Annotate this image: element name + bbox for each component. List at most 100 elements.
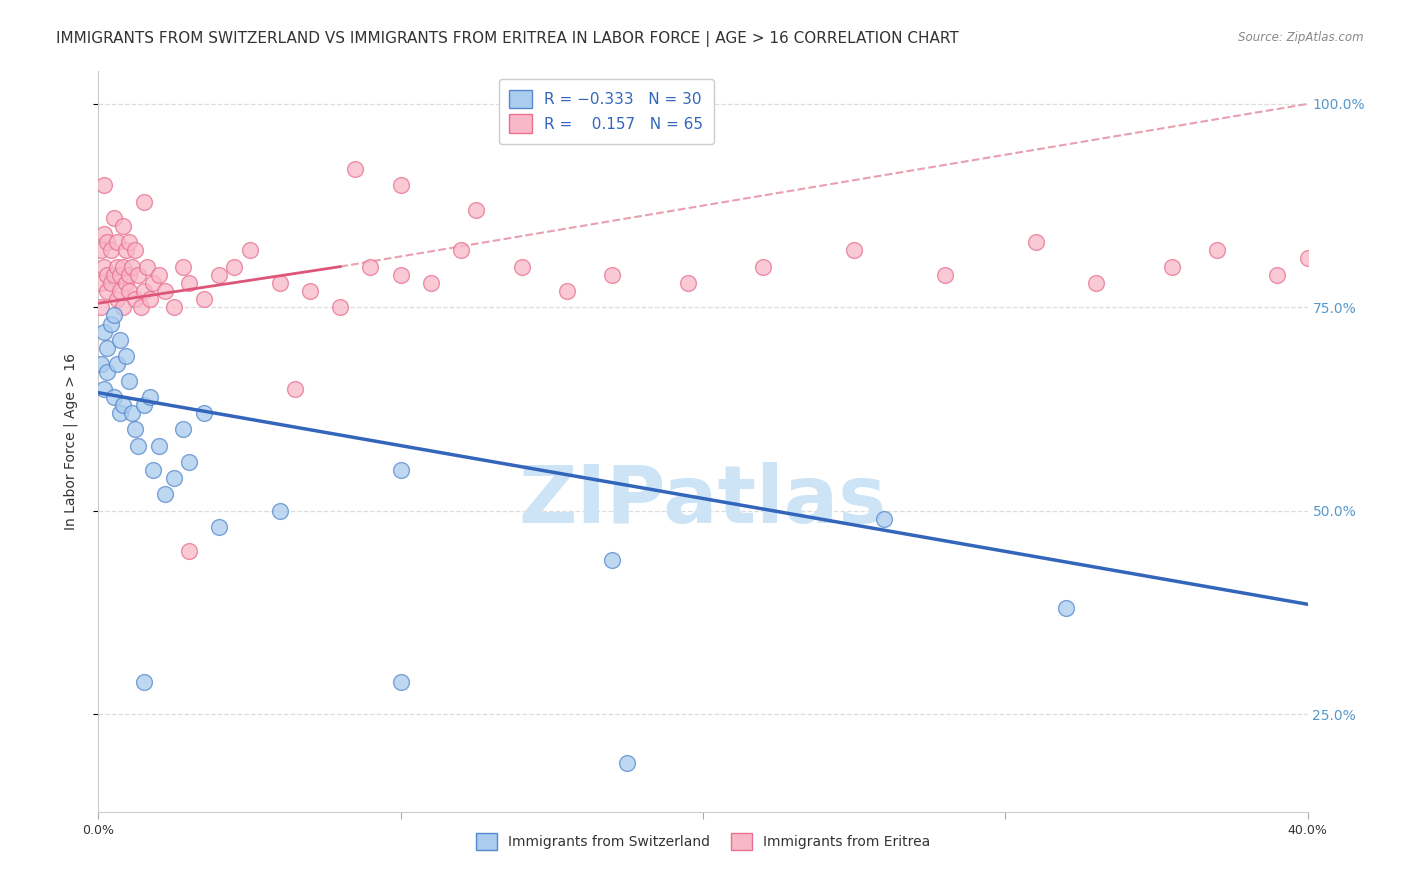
Point [96, 341, 118, 355]
Point [100, 317, 122, 331]
Point [111, 260, 134, 274]
Point [111, 301, 134, 315]
Point [142, 276, 165, 290]
Point [284, 382, 307, 396]
Point [90, 244, 112, 258]
Point [1296, 252, 1319, 266]
Point [602, 268, 624, 282]
Point [360, 260, 382, 274]
Point [153, 487, 176, 501]
Point [172, 260, 194, 274]
Point [193, 292, 215, 306]
Point [172, 422, 194, 436]
Point [148, 268, 170, 282]
Point [103, 211, 125, 225]
Point [132, 674, 155, 689]
Point [269, 276, 291, 290]
Point [114, 349, 136, 363]
Point [420, 276, 443, 290]
Text: IMMIGRANTS FROM SWITZERLAND VS IMMIGRANTS FROM ERITREA IN LABOR FORCE | AGE > 16: IMMIGRANTS FROM SWITZERLAND VS IMMIGRANT… [56, 31, 959, 47]
Point [844, 244, 866, 258]
Point [96, 268, 118, 282]
Point [105, 292, 128, 306]
Point [389, 178, 412, 193]
Point [90, 301, 112, 315]
Point [105, 260, 128, 274]
Point [1267, 268, 1289, 282]
Point [224, 260, 246, 274]
Point [135, 260, 157, 274]
Point [108, 333, 131, 347]
Point [179, 276, 201, 290]
Point [96, 284, 118, 298]
Point [329, 301, 352, 315]
Point [100, 276, 122, 290]
Point [1206, 244, 1229, 258]
Point [121, 260, 143, 274]
Point [108, 284, 131, 298]
Point [142, 463, 165, 477]
Point [93, 325, 115, 339]
Point [555, 284, 578, 298]
Point [108, 268, 131, 282]
Point [208, 520, 231, 534]
Point [193, 406, 215, 420]
Point [118, 235, 141, 250]
Point [389, 268, 412, 282]
Point [103, 268, 125, 282]
Point [465, 202, 488, 217]
Point [1054, 601, 1077, 615]
Point [93, 382, 115, 396]
Point [111, 219, 134, 233]
Point [108, 406, 131, 420]
Point [139, 390, 162, 404]
Point [100, 244, 122, 258]
Point [129, 301, 152, 315]
Point [1024, 235, 1046, 250]
Point [127, 439, 149, 453]
Point [389, 674, 412, 689]
Point [118, 284, 141, 298]
Point [239, 244, 262, 258]
Point [105, 357, 128, 371]
Point [105, 235, 128, 250]
Point [389, 463, 412, 477]
Legend: Immigrants from Switzerland, Immigrants from Eritrea: Immigrants from Switzerland, Immigrants … [470, 826, 936, 856]
Point [114, 244, 136, 258]
Point [90, 276, 112, 290]
Point [269, 504, 291, 518]
Point [299, 284, 322, 298]
Point [96, 365, 118, 379]
Point [179, 455, 201, 469]
Point [93, 178, 115, 193]
Point [118, 374, 141, 388]
Point [1160, 260, 1182, 274]
Point [208, 268, 231, 282]
Point [934, 268, 956, 282]
Point [124, 244, 146, 258]
Point [139, 292, 162, 306]
Point [163, 301, 186, 315]
Point [127, 268, 149, 282]
Point [148, 439, 170, 453]
Point [93, 227, 115, 241]
Point [344, 161, 367, 176]
Point [1357, 260, 1379, 274]
Point [118, 268, 141, 282]
Point [121, 406, 143, 420]
Point [616, 756, 638, 770]
Point [90, 357, 112, 371]
Point [1085, 276, 1108, 290]
Point [103, 309, 125, 323]
Point [132, 194, 155, 209]
Point [103, 390, 125, 404]
Point [752, 260, 775, 274]
Point [873, 512, 896, 526]
Point [163, 471, 186, 485]
Point [132, 284, 155, 298]
Point [510, 260, 533, 274]
Point [124, 292, 146, 306]
Text: ZIPatlas: ZIPatlas [519, 462, 887, 540]
Point [602, 552, 624, 566]
Point [132, 398, 155, 412]
